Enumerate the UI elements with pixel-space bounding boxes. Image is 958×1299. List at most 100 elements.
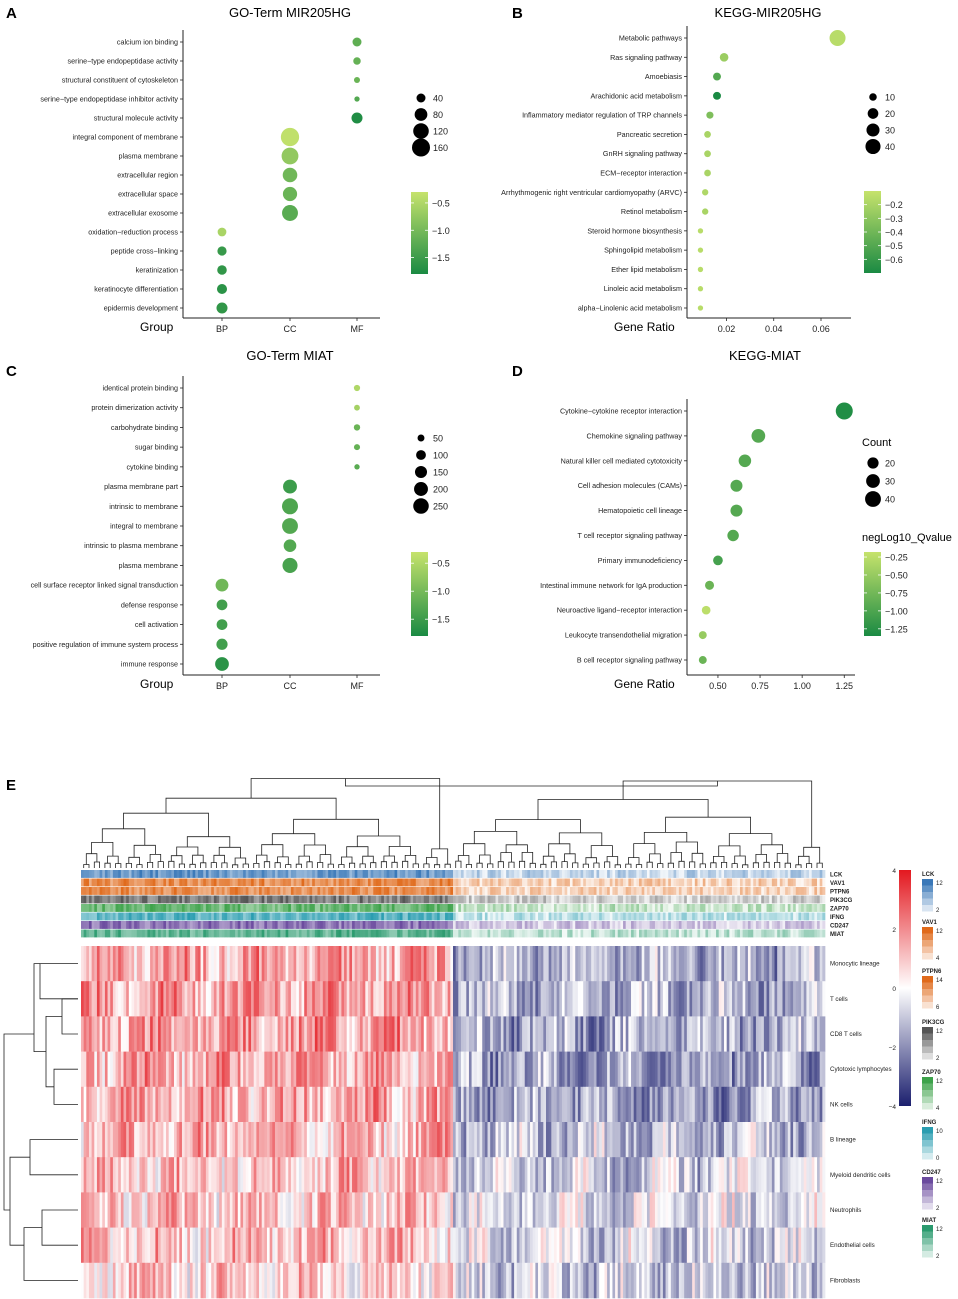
track-cell: [458, 887, 462, 895]
track-cell: [134, 912, 138, 921]
track-cell: [761, 921, 765, 929]
heat-cell: [463, 1086, 467, 1123]
track-cell: [561, 870, 565, 878]
track-cell: [646, 929, 650, 938]
heat-cell: [158, 981, 162, 1017]
track-cell: [702, 912, 706, 921]
heat-cell: [341, 1157, 345, 1193]
track-cell: [540, 912, 544, 921]
track-cell: [585, 895, 589, 904]
dendrogram-branch: [742, 864, 749, 868]
track-cell: [309, 929, 313, 938]
track-cell: [328, 878, 332, 887]
heat-cell: [625, 1192, 629, 1228]
track-cell: [99, 929, 103, 938]
track-cell: [211, 904, 215, 912]
track-cell: [229, 887, 233, 895]
heat-cell: [301, 1122, 305, 1158]
heat-cell: [463, 1192, 467, 1228]
track-cell: [290, 921, 294, 929]
track-cell: [240, 929, 244, 938]
track-cell: [126, 929, 130, 938]
heat-cell: [158, 1051, 162, 1088]
heat-cell: [753, 1192, 757, 1228]
y-tick-label: structural constituent of cytoskeleton: [62, 76, 178, 85]
track-cell: [726, 912, 730, 921]
heat-cell: [237, 1016, 241, 1052]
track-cell: [346, 887, 350, 895]
track-cell: [205, 878, 209, 887]
track-cell: [593, 878, 597, 887]
heat-cell: [806, 1157, 810, 1193]
track-cell: [718, 912, 722, 921]
track-cell: [654, 887, 658, 895]
heat-cell: [272, 1157, 276, 1193]
track-cell: [705, 912, 709, 921]
track-cell: [463, 895, 467, 904]
track-cell: [734, 921, 738, 929]
track-cell: [508, 878, 512, 887]
heat-cell: [575, 1086, 579, 1123]
heat-cell: [150, 1192, 154, 1228]
heat-cell: [341, 981, 345, 1017]
point-sphingolipid-metabolism: [697, 247, 704, 253]
track-cell: [495, 921, 499, 929]
track-cell: [498, 878, 502, 887]
track-cell: [724, 895, 728, 904]
track-cell: [118, 887, 122, 895]
track-cell: [349, 895, 353, 904]
y-tick-label: Neuroactive ligand−receptor interaction: [557, 606, 682, 615]
track-cell: [700, 895, 704, 904]
heat-cell: [479, 946, 483, 982]
heat-cell: [455, 1086, 459, 1123]
heat-cell: [572, 1122, 576, 1158]
track-cell: [623, 870, 627, 878]
track-cell: [320, 870, 324, 878]
heat-cell: [314, 1016, 318, 1052]
heat-cell: [814, 1016, 818, 1052]
size-legend-dot: [413, 123, 429, 139]
track-cell: [171, 870, 175, 878]
heat-cell: [237, 1122, 241, 1158]
heat-cell: [697, 1051, 701, 1088]
heat-cell: [686, 1122, 690, 1158]
track-cell: [131, 887, 135, 895]
track-cell: [134, 929, 138, 938]
heat-cell: [516, 1051, 520, 1088]
track-cell: [144, 887, 148, 895]
track-cell: [423, 878, 427, 887]
heat-cell: [83, 946, 87, 982]
track-cell: [697, 870, 701, 878]
track-cell: [320, 895, 324, 904]
heat-cell: [298, 1051, 302, 1088]
track-cell: [803, 878, 807, 887]
track-cell: [482, 929, 486, 938]
track-cell: [115, 870, 119, 878]
track-cell: [625, 912, 629, 921]
heat-cell: [535, 946, 539, 982]
track-cell: [670, 929, 674, 938]
heat-cell: [508, 1122, 512, 1158]
track-cell: [577, 878, 581, 887]
heat-cell: [325, 1086, 329, 1123]
heat-cell: [583, 981, 587, 1017]
track-cell: [341, 912, 345, 921]
track-cell: [163, 921, 167, 929]
heat-cell: [219, 1016, 223, 1052]
heat-cell: [298, 1086, 302, 1123]
track-cell: [747, 904, 751, 912]
track-cell: [229, 878, 233, 887]
track-cell: [819, 895, 823, 904]
heat-cell: [394, 1192, 398, 1228]
heat-cell: [434, 1157, 438, 1193]
heat-cell: [548, 1192, 552, 1228]
heat-cell: [144, 1016, 148, 1052]
point-intestinal-immune-network-for-iga-production: [705, 580, 715, 590]
point-protein-dimerization-activity: [354, 404, 360, 411]
heat-cell: [259, 946, 263, 982]
track-cell: [559, 929, 563, 938]
heat-cell: [383, 1157, 387, 1193]
heat-cell: [516, 981, 520, 1017]
track-cell: [649, 912, 653, 921]
track-cell: [328, 912, 332, 921]
